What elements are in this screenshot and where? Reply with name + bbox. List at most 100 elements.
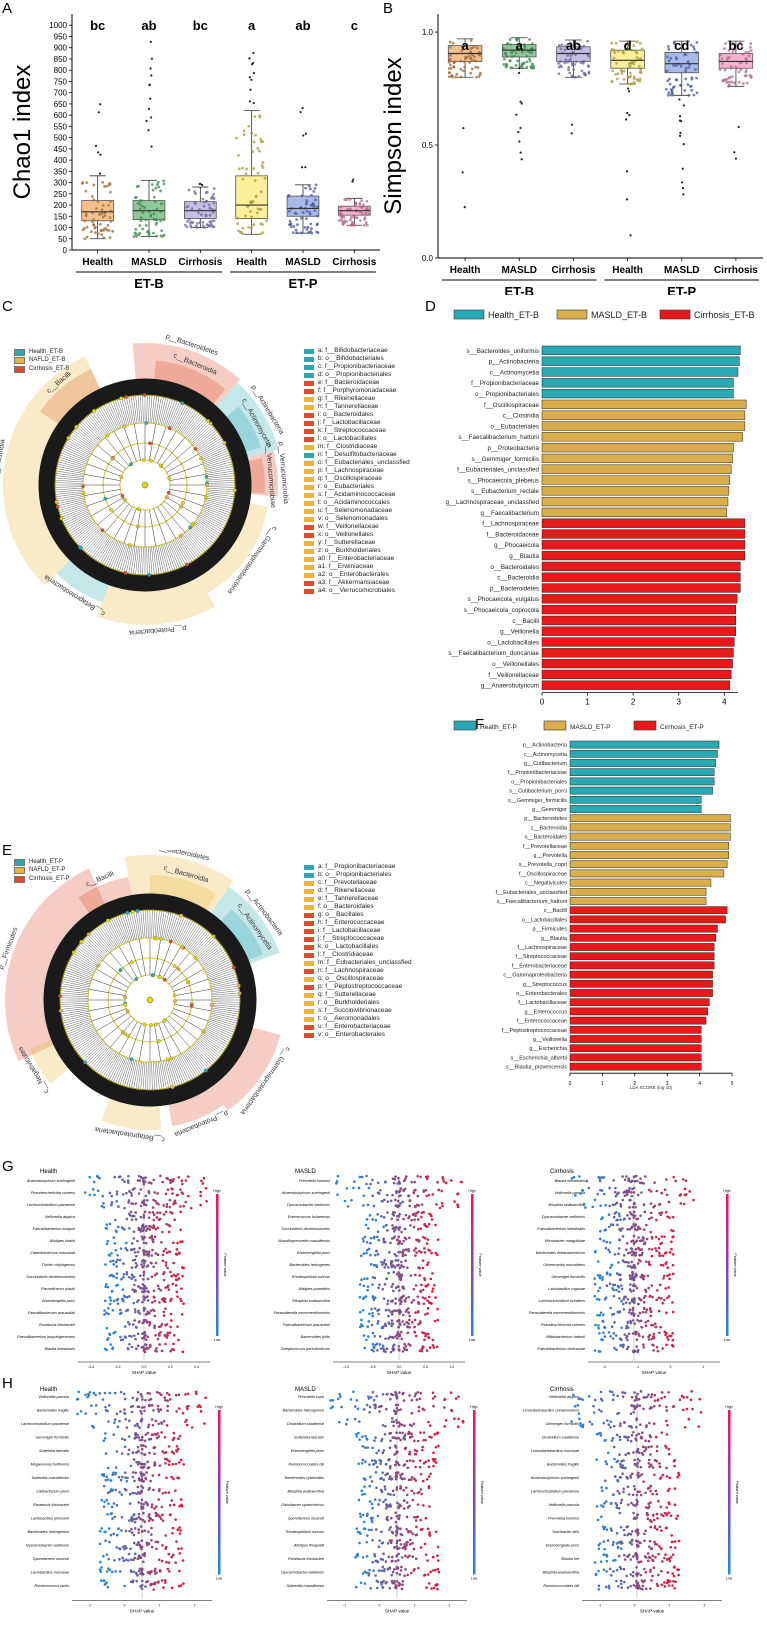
data-point <box>528 51 532 55</box>
branch-line <box>91 535 109 558</box>
shap-point <box>642 1306 646 1310</box>
shap-point <box>175 1290 179 1294</box>
taxa-label: a: f__Propionibacteriaceae <box>318 863 396 870</box>
shap-point <box>358 1541 361 1545</box>
branch-line <box>137 395 141 424</box>
shap-point <box>608 1204 612 1208</box>
data-point <box>309 222 313 226</box>
y-tick-label: 950 <box>54 32 68 41</box>
shap-point <box>143 1439 147 1443</box>
shap-point <box>125 1273 129 1276</box>
shap-point <box>376 1322 379 1325</box>
branch-line <box>101 539 116 565</box>
feature-label: Rikaphila wadsworthia <box>292 1299 330 1303</box>
shap-point <box>115 1284 118 1287</box>
shap-point <box>144 1338 148 1342</box>
data-point <box>83 219 87 223</box>
shap-point <box>134 1211 138 1214</box>
data-point <box>362 223 366 227</box>
data-point <box>731 50 735 54</box>
shap-point <box>639 1319 643 1323</box>
shap-point <box>399 1187 403 1190</box>
data-point <box>626 75 630 79</box>
taxa-color-swatch <box>304 444 314 450</box>
branch-line <box>153 1061 155 1090</box>
shap-point <box>141 1283 145 1286</box>
node-dot <box>158 975 162 979</box>
shap-point <box>133 1288 136 1292</box>
shap-point <box>96 1189 100 1193</box>
data-point <box>472 55 476 58</box>
shap-point <box>118 1547 122 1551</box>
branch-line <box>164 912 172 940</box>
data-point <box>210 197 213 200</box>
branch-line <box>65 969 92 980</box>
shap-point <box>95 1174 99 1178</box>
branch-line <box>128 545 134 574</box>
branch-line <box>184 925 202 950</box>
shap-point <box>131 1259 135 1262</box>
node-dot <box>103 496 108 501</box>
shap-point <box>637 1258 641 1262</box>
branch-line <box>195 939 218 959</box>
data-point <box>505 62 508 66</box>
shap-point <box>653 1322 657 1326</box>
data-point <box>162 218 166 222</box>
taxa-color-swatch <box>304 944 314 950</box>
shap-point <box>645 1223 648 1227</box>
shap-point <box>123 1445 127 1449</box>
shap-point <box>155 1390 159 1394</box>
shap-point <box>602 1176 606 1179</box>
data-point <box>508 59 512 63</box>
branch-line <box>117 1057 128 1085</box>
shap-point <box>419 1289 422 1293</box>
taxa-color-swatch <box>304 960 314 966</box>
node-dot <box>110 456 115 461</box>
shap-point <box>105 1475 109 1478</box>
shap-point <box>156 1337 160 1341</box>
outlier-point <box>301 106 304 110</box>
shap-point <box>112 1236 116 1239</box>
bar-label: o__Bacteroidales <box>490 564 539 571</box>
taxa-list-item: v: o__Enterobacterales <box>304 1031 412 1039</box>
shap-point <box>421 1479 425 1483</box>
shap-point <box>105 1326 109 1330</box>
shap-point <box>394 1175 397 1178</box>
shap-point <box>397 1517 401 1521</box>
lda-bar <box>541 615 736 626</box>
outlier-point <box>97 111 100 114</box>
shap-point <box>164 1547 168 1550</box>
branch-line <box>70 519 95 537</box>
shap-point <box>148 1392 152 1395</box>
data-point <box>684 77 688 81</box>
shap-point <box>599 1188 602 1192</box>
taxa-color-swatch <box>304 1024 314 1030</box>
shap-point <box>142 1345 145 1349</box>
shap-point <box>155 1547 158 1551</box>
taxa-label: e: f__Bacteroidaceae <box>318 379 380 386</box>
shap-point <box>411 1213 415 1216</box>
cladogram-c-taxa-list: a: f__Bifidobacteriaceae b: o__Bifidobact… <box>304 347 410 595</box>
data-point <box>683 53 687 57</box>
shap-point <box>142 1253 146 1256</box>
x-tick-label: 0 <box>569 1081 572 1087</box>
shap-point <box>390 1335 394 1339</box>
shap-point <box>391 1555 394 1559</box>
shap-point <box>386 1211 389 1214</box>
data-point <box>672 85 676 89</box>
branch-line <box>109 952 135 982</box>
data-point <box>566 54 570 57</box>
shap-point <box>396 1403 400 1407</box>
shap-point <box>394 1309 398 1313</box>
shap-point <box>167 1230 171 1234</box>
shap-point <box>597 1289 600 1293</box>
significance-letter: cd <box>674 38 689 53</box>
significance-letter: bc <box>90 18 105 33</box>
lda-bar <box>541 518 746 528</box>
outlier-point <box>629 234 632 237</box>
shap-point <box>370 1348 374 1352</box>
branch-line <box>173 1057 185 1084</box>
shap-point <box>394 1198 397 1202</box>
shap-point <box>382 1225 385 1229</box>
panel-letter-a: A <box>2 0 13 17</box>
